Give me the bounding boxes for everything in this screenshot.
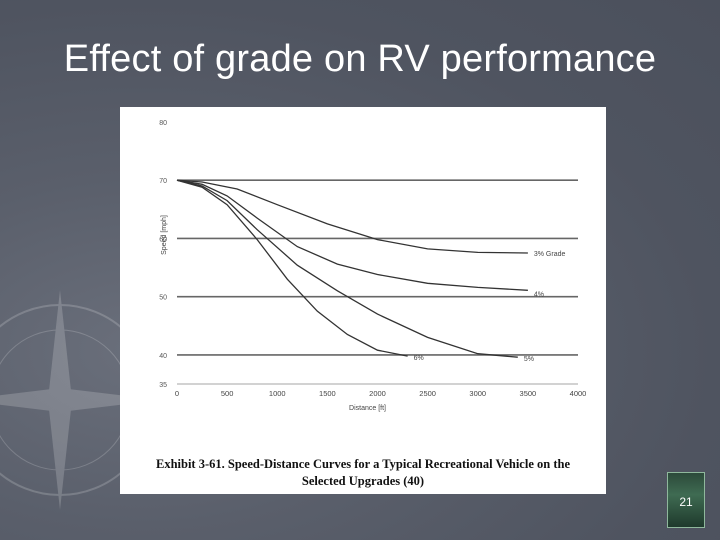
chart-figure: 35 40 50 60 70 80 0 500 1000 1500 2000 2500 3000 3500… xyxy=(120,107,606,494)
y-tick-label: 80 xyxy=(159,120,167,127)
x-tick-label: 3000 xyxy=(469,389,486,398)
y-tick-label: 35 xyxy=(159,382,167,389)
x-tick-label: 4000 xyxy=(570,389,587,398)
x-tick-label: 1000 xyxy=(269,389,286,398)
x-tick-label: 1500 xyxy=(319,389,336,398)
y-tick-label: 60 xyxy=(159,236,167,243)
x-tick-label: 500 xyxy=(221,389,234,398)
series-label: 6% xyxy=(414,355,424,362)
series-line-2 xyxy=(176,179,518,358)
series-label: 5% xyxy=(524,356,534,363)
x-tick-label: 2000 xyxy=(369,389,386,398)
series-line-3 xyxy=(176,179,408,357)
series-label: 4% xyxy=(534,291,544,298)
page-number: 21 xyxy=(679,495,693,509)
slide-title: Effect of grade on RV performance xyxy=(63,38,657,80)
y-tick-label: 50 xyxy=(159,295,167,302)
series-line-1 xyxy=(176,179,528,291)
figure-caption: Exhibit 3-61. Speed-Distance Curves for … xyxy=(120,456,606,490)
y-tick-label: 70 xyxy=(159,178,167,185)
series-line-0 xyxy=(176,179,528,254)
page-number-badge: 21 xyxy=(667,472,705,528)
figure-caption-line-1: Exhibit 3-61. Speed-Distance Curves for … xyxy=(156,457,570,471)
figure-caption-line-2: Selected Upgrades (40) xyxy=(301,474,425,488)
y-tick-label: 40 xyxy=(159,353,167,360)
x-axis-title: Distance [ft] xyxy=(349,405,386,412)
series-label: 3% Grade xyxy=(534,251,566,258)
y-axis-title: Speed [mph] xyxy=(161,215,168,255)
x-tick-label: 0 xyxy=(175,389,179,398)
speed-distance-chart: 35 40 50 60 70 80 0 500 1000 1500 2000 2500 3000 3500… xyxy=(159,120,587,412)
x-tick-label: 3500 xyxy=(520,389,537,398)
x-tick-label: 2500 xyxy=(419,389,436,398)
